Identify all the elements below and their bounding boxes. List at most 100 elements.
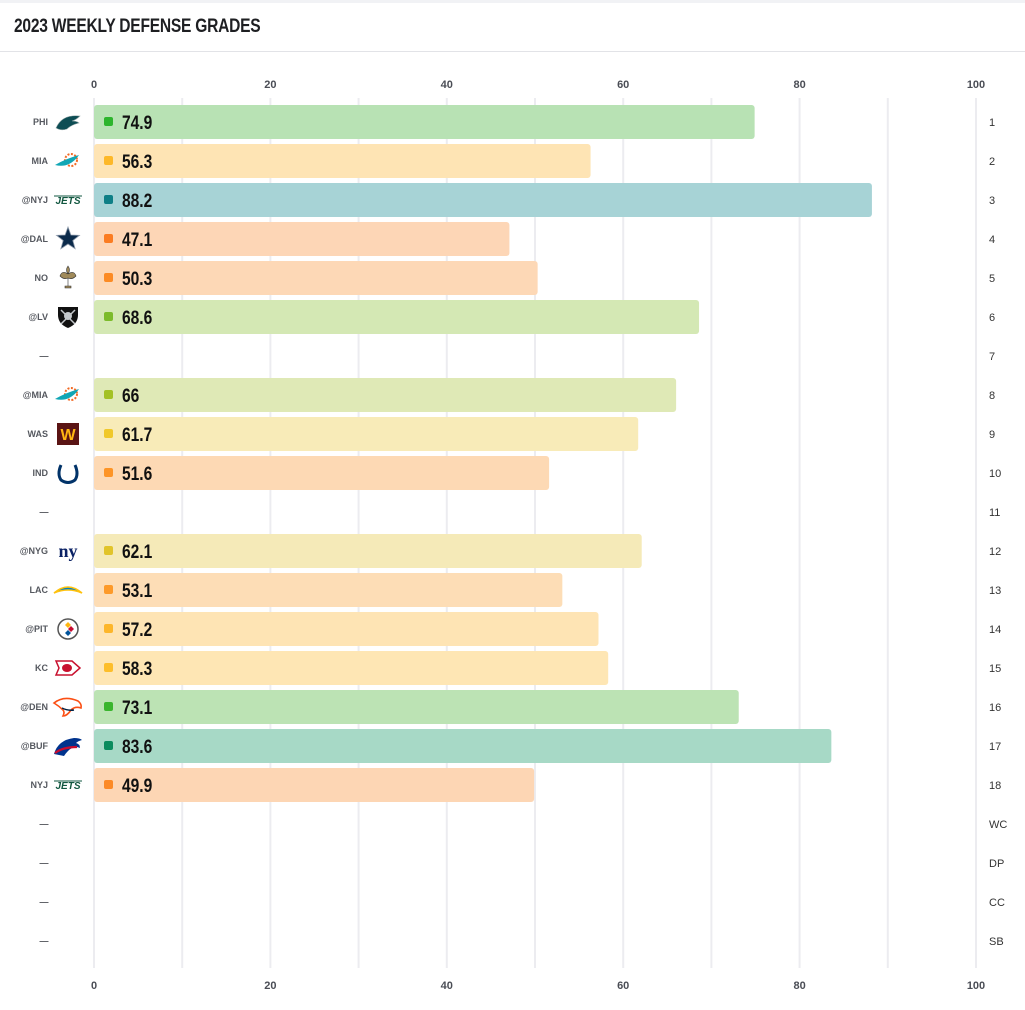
grade-value-label: 88.2 bbox=[122, 190, 152, 212]
week-label: 16 bbox=[989, 702, 1001, 714]
week-label: 3 bbox=[989, 195, 995, 207]
grade-indicator-dot bbox=[104, 390, 113, 399]
opponent-label: — bbox=[40, 507, 49, 517]
grade-value-label: 51.6 bbox=[122, 463, 153, 485]
svg-text:ny: ny bbox=[58, 541, 77, 561]
week-label: 13 bbox=[989, 585, 1001, 597]
x-tick-label-top: 60 bbox=[617, 79, 629, 91]
week-label: SB bbox=[989, 936, 1004, 948]
x-tick-label-top: 40 bbox=[441, 79, 453, 91]
opponent-label: PHI bbox=[33, 117, 48, 127]
week-label: 12 bbox=[989, 546, 1001, 558]
week-label: 15 bbox=[989, 663, 1001, 675]
grade-value-label: 83.6 bbox=[122, 736, 153, 758]
x-tick-label-top: 80 bbox=[793, 79, 805, 91]
opponent-label: MIA bbox=[32, 156, 49, 166]
x-tick-label-top: 0 bbox=[91, 79, 97, 91]
grade-value-label: 66 bbox=[122, 385, 140, 407]
week-label: 1 bbox=[989, 117, 995, 129]
grade-value-label: 47.1 bbox=[122, 229, 153, 251]
week-label: 8 bbox=[989, 390, 995, 402]
grade-indicator-dot bbox=[104, 780, 113, 789]
week-label: 6 bbox=[989, 312, 995, 324]
week-label: 4 bbox=[989, 234, 995, 246]
grade-indicator-dot bbox=[104, 585, 113, 594]
commanders-logo-icon: W bbox=[57, 423, 79, 445]
grade-value-label: 68.6 bbox=[122, 307, 153, 329]
opponent-label: @DAL bbox=[21, 234, 49, 244]
svg-text:JETS: JETS bbox=[55, 196, 80, 207]
dolphins-logo-icon bbox=[55, 153, 79, 167]
colts-logo-icon bbox=[57, 464, 79, 484]
x-tick-label-top: 20 bbox=[264, 79, 276, 91]
grade-indicator-dot bbox=[104, 663, 113, 672]
grade-value-label: 53.1 bbox=[122, 580, 153, 602]
grade-indicator-dot bbox=[104, 546, 113, 555]
svg-text:W: W bbox=[60, 427, 76, 444]
grade-indicator-dot bbox=[104, 702, 113, 711]
opponent-label: LAC bbox=[30, 585, 49, 595]
giants-logo-icon: ny bbox=[58, 541, 77, 561]
grade-value-label: 57.2 bbox=[122, 619, 152, 641]
grade-bar bbox=[94, 456, 550, 490]
opponent-label: @PIT bbox=[25, 624, 48, 634]
raiders-logo-icon bbox=[58, 307, 78, 328]
chargers-logo-icon bbox=[53, 586, 83, 594]
svg-text:JETS: JETS bbox=[55, 781, 80, 792]
grade-bar bbox=[94, 690, 739, 724]
steelers-logo-icon bbox=[57, 618, 79, 640]
week-label: 11 bbox=[989, 507, 1000, 519]
opponent-label: @LV bbox=[28, 312, 48, 322]
grade-indicator-dot bbox=[104, 234, 113, 243]
bills-logo-icon bbox=[54, 738, 82, 756]
chart-header: 2023 WEEKLY DEFENSE GRADES bbox=[0, 3, 1025, 52]
opponent-label: WAS bbox=[27, 429, 48, 439]
week-label: 17 bbox=[989, 741, 1001, 753]
grade-bar bbox=[94, 573, 563, 607]
opponent-label: — bbox=[40, 936, 49, 946]
saints-logo-icon bbox=[59, 265, 77, 289]
opponent-label: — bbox=[40, 819, 49, 829]
grade-bar bbox=[94, 261, 538, 295]
grade-bar bbox=[94, 768, 535, 802]
week-label: 7 bbox=[989, 351, 995, 363]
grade-bar bbox=[94, 534, 642, 568]
opponent-label: — bbox=[40, 897, 49, 907]
grade-bar bbox=[94, 183, 872, 217]
x-tick-label-bottom: 0 bbox=[91, 980, 97, 992]
grade-bar bbox=[94, 612, 599, 646]
opponent-label: — bbox=[40, 351, 49, 361]
grade-value-label: 61.7 bbox=[122, 424, 152, 446]
grade-indicator-dot bbox=[104, 624, 113, 633]
week-label: DP bbox=[989, 858, 1004, 870]
week-label: 10 bbox=[989, 468, 1001, 480]
opponent-label: @MIA bbox=[23, 390, 49, 400]
grade-indicator-dot bbox=[104, 273, 113, 282]
grade-bar bbox=[94, 378, 677, 412]
chart-title: 2023 WEEKLY DEFENSE GRADES bbox=[14, 16, 261, 37]
grade-indicator-dot bbox=[104, 117, 113, 126]
opponent-label: IND bbox=[33, 468, 49, 478]
grade-indicator-dot bbox=[104, 195, 113, 204]
opponent-label: @DEN bbox=[20, 702, 48, 712]
top-strip bbox=[0, 0, 1025, 3]
week-label: CC bbox=[989, 897, 1005, 909]
grade-indicator-dot bbox=[104, 468, 113, 477]
x-tick-label-bottom: 20 bbox=[264, 980, 276, 992]
grade-indicator-dot bbox=[104, 741, 113, 750]
grade-bar bbox=[94, 144, 591, 178]
grade-indicator-dot bbox=[104, 312, 113, 321]
dolphins-logo-icon bbox=[55, 387, 79, 401]
grade-indicator-dot bbox=[104, 429, 113, 438]
week-label: 2 bbox=[989, 156, 995, 168]
grade-value-label: 49.9 bbox=[122, 775, 153, 797]
week-label: 9 bbox=[989, 429, 995, 441]
opponent-label: NYJ bbox=[30, 780, 48, 790]
eagles-logo-icon bbox=[55, 115, 81, 131]
x-tick-label-bottom: 80 bbox=[793, 980, 805, 992]
opponent-label: @NYJ bbox=[22, 195, 48, 205]
week-label: 14 bbox=[989, 624, 1001, 636]
grade-bar bbox=[94, 300, 700, 334]
jets-logo-icon: JETS bbox=[54, 195, 82, 207]
grade-bar bbox=[94, 417, 639, 451]
